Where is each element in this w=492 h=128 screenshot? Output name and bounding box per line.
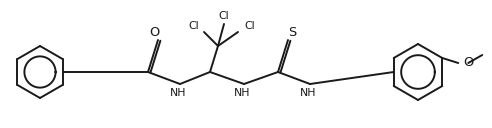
Text: NH: NH xyxy=(300,88,316,98)
Text: NH: NH xyxy=(234,88,250,98)
Text: Cl: Cl xyxy=(189,21,199,31)
Text: S: S xyxy=(288,25,296,39)
Text: O: O xyxy=(149,25,159,39)
Text: Cl: Cl xyxy=(218,11,229,21)
Text: Cl: Cl xyxy=(245,21,255,31)
Text: O: O xyxy=(463,56,473,70)
Text: NH: NH xyxy=(170,88,186,98)
